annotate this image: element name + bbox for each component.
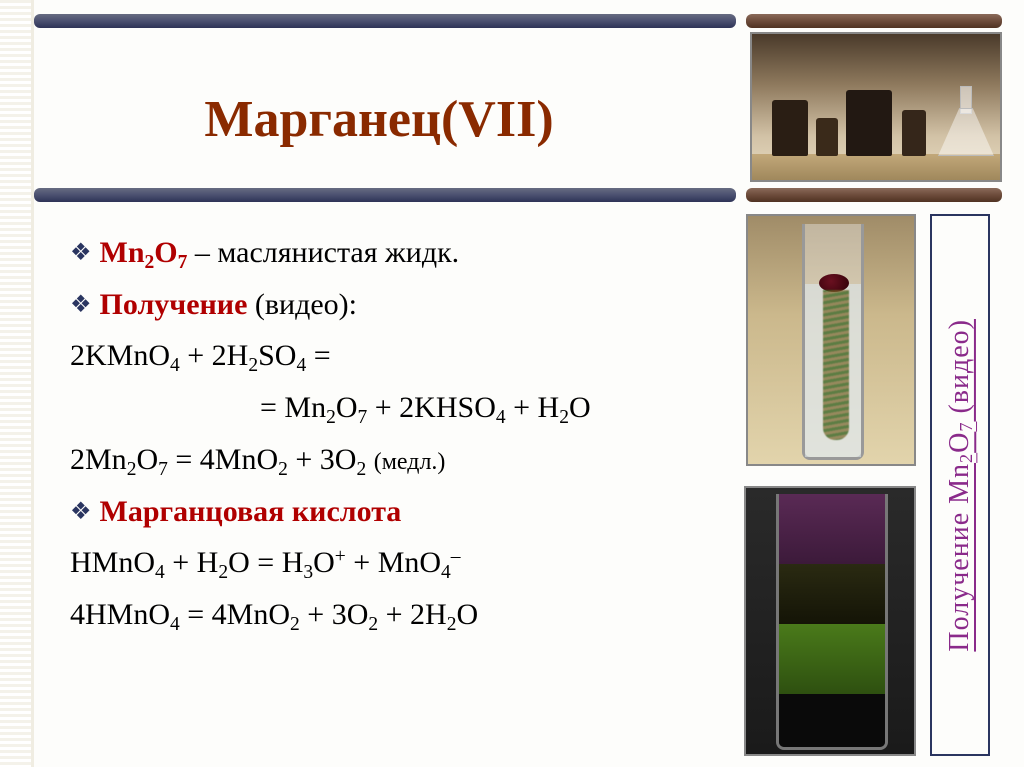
sidebar-link-text[interactable]: Получение Mn2O7 (видео) xyxy=(944,319,977,652)
note-slow: (медл.) xyxy=(374,449,446,475)
image-reagent-bottles xyxy=(750,32,1002,182)
bullet-line-3: ❖ Марганцовая кислота xyxy=(70,489,730,536)
decor-bar-top-right xyxy=(746,14,1002,28)
slide-left-decor xyxy=(0,0,34,767)
bullet-line-2: ❖ Получение (видео): xyxy=(70,282,730,329)
slide-title: Марганец(VII) xyxy=(34,90,724,149)
text-permanganic-acid: Марганцовая кислота xyxy=(100,495,402,528)
text-video-suffix: (видео): xyxy=(255,288,357,321)
equation-1-left: 2KMnO4 + 2H2SO4 = xyxy=(70,333,730,381)
decor-bar-mid-right xyxy=(746,188,1002,202)
bullet-icon: ❖ xyxy=(70,287,92,324)
equation-2: 2Mn2O7 = 4MnO2 + 3O2 (медл.) xyxy=(70,437,730,485)
bullet-icon: ❖ xyxy=(70,235,92,272)
sidebar-link-box[interactable]: Получение Mn2O7 (видео) xyxy=(930,214,990,756)
equation-1-right: = Mn2O7 + 2KHSO4 + H2O xyxy=(70,385,730,433)
slide-body: ❖ Mn2O7 – маслянистая жидк. ❖ Получение … xyxy=(70,230,730,644)
bullet-icon: ❖ xyxy=(70,494,92,531)
text-oily-liquid: – маслянистая жидк. xyxy=(195,236,459,269)
decor-bar-mid xyxy=(34,188,736,202)
image-cylinder-layers xyxy=(744,486,916,756)
bullet-line-1: ❖ Mn2O7 – маслянистая жидк. xyxy=(70,230,730,278)
decor-bar-top xyxy=(34,14,736,28)
equation-3: HMnO4 + H2O = H3O+ + MnO4– xyxy=(70,540,730,588)
formula-mn2o7: Mn2O7 xyxy=(100,236,188,269)
image-cylinder-reaction xyxy=(746,214,916,466)
text-preparation: Получение xyxy=(100,288,248,321)
equation-4: 4HMnO4 = 4MnO2 + 3O2 + 2H2O xyxy=(70,592,730,640)
